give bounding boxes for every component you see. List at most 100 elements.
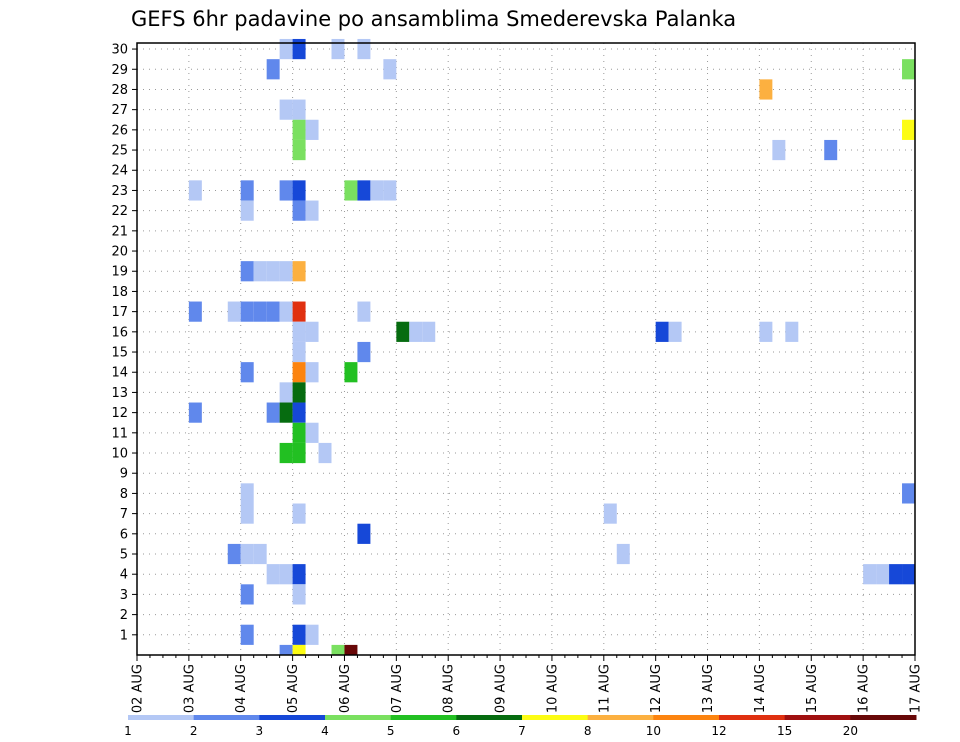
heatmap-cell [344, 362, 358, 383]
colorbar-label: 4 [321, 724, 329, 738]
y-tick-label: 18 [111, 285, 128, 300]
heatmap-cell [357, 180, 371, 201]
x-tick-label: 11 AUG [597, 664, 612, 713]
heatmap-cell [266, 564, 280, 585]
heatmap-cell [331, 644, 345, 655]
y-tick-label: 16 [111, 325, 128, 340]
colorbar-swatch [390, 715, 457, 720]
y-tick-label: 22 [111, 204, 128, 219]
heatmap-cell [266, 301, 280, 322]
colorbar-label: 5 [387, 724, 395, 738]
heatmap-cell [305, 321, 319, 342]
heatmap-cell [292, 442, 306, 464]
heatmap-cell [240, 483, 254, 504]
y-tick-label: 29 [111, 63, 128, 78]
heatmap-cell [292, 321, 306, 342]
colorbar-swatch [653, 715, 720, 720]
heatmap-cell [266, 59, 280, 80]
heatmap-cell [240, 362, 254, 383]
heatmap-cell [370, 180, 384, 201]
heatmap-cell [292, 564, 306, 585]
heatmap-cell [305, 422, 319, 443]
colorbar-label: 20 [843, 724, 858, 738]
y-tick-label: 7 [120, 507, 128, 522]
heatmap-cell [902, 483, 915, 504]
y-tick-label: 1 [120, 628, 128, 643]
y-tick-label: 17 [111, 305, 128, 320]
heatmap-cell [655, 321, 669, 342]
y-axis: 1234567891011121314151617181920212223242… [111, 43, 137, 643]
y-tick-label: 2 [120, 608, 128, 623]
heatmap-cell [292, 119, 306, 140]
colorbar-label: 6 [453, 724, 461, 738]
heatmap-cell [240, 180, 254, 201]
colorbar-swatch [587, 715, 654, 720]
y-tick-label: 10 [111, 447, 128, 462]
heatmap-cell [279, 99, 293, 120]
y-tick-label: 9 [120, 467, 128, 482]
heatmap-cell [772, 139, 786, 161]
heatmap-cell [253, 301, 267, 322]
heatmap-cell [279, 180, 293, 201]
heatmap-cell [668, 321, 682, 342]
heatmap-cell [279, 382, 293, 403]
colorbar-label: 8 [584, 724, 592, 738]
heatmap-cell [279, 261, 293, 282]
heatmap-cell [785, 321, 799, 342]
heatmap-cell [357, 523, 371, 544]
heatmap-cell [383, 59, 397, 80]
heatmap-cell [292, 180, 306, 201]
heatmap-cell [305, 119, 319, 140]
heatmap-cell [240, 200, 254, 221]
heatmap-cell [188, 301, 202, 322]
heatmap-cell [188, 180, 202, 201]
x-tick-label: 17 AUG [909, 664, 924, 713]
heatmap-cell [240, 624, 254, 645]
heatmap-cell [240, 503, 254, 524]
heatmap-cell [279, 402, 293, 423]
x-tick-label: 09 AUG [494, 664, 509, 713]
heatmap-cell [279, 301, 293, 322]
heatmap-cell [357, 341, 371, 363]
y-tick-label: 25 [111, 144, 128, 159]
y-tick-label: 5 [120, 548, 128, 563]
heatmap-cell [331, 38, 345, 60]
heatmap-cell [305, 624, 319, 645]
heatmap-cell [292, 624, 306, 645]
colorbar-label: 7 [518, 724, 526, 738]
colorbar-label: 2 [190, 724, 198, 738]
x-tick-label: 12 AUG [649, 664, 664, 713]
heatmap-cell [253, 543, 267, 565]
colorbar-swatch [193, 715, 260, 720]
heatmap-cell [279, 644, 293, 655]
y-tick-label: 13 [111, 386, 128, 401]
heatmap-cell [292, 38, 306, 60]
heatmap-cell [227, 301, 241, 322]
heatmap-cell [240, 543, 254, 565]
colorbar: 1 2 3 4 5 6 7 8 10 12 15 20 [124, 715, 917, 738]
y-tick-label: 8 [120, 487, 128, 502]
heatmap-cell [188, 402, 202, 423]
y-tick-label: 12 [111, 406, 128, 421]
heatmap-cell [292, 362, 306, 383]
colorbar-label: 1 [124, 724, 132, 738]
x-tick-label: 13 AUG [701, 664, 716, 713]
heatmap-cell [240, 261, 254, 282]
heatmap-cell [344, 180, 358, 201]
heatmap-cell [616, 543, 630, 565]
x-tick-label: 08 AUG [442, 664, 457, 713]
chart-title: GEFS 6hr padavine po ansamblima Smederev… [131, 7, 736, 31]
heatmap-cell [292, 200, 306, 221]
x-tick-label: 07 AUG [390, 664, 405, 713]
heatmap-cells [188, 38, 915, 655]
colorbar-swatch [325, 715, 392, 720]
heatmap-cell [292, 261, 306, 282]
y-tick-label: 28 [111, 83, 128, 98]
heatmap-cell [305, 362, 319, 383]
heatmap-cell [603, 503, 617, 524]
heatmap-cell [266, 261, 280, 282]
heatmap-cell [279, 38, 293, 60]
heatmap-cell [357, 38, 371, 60]
heatmap-cell [292, 99, 306, 120]
